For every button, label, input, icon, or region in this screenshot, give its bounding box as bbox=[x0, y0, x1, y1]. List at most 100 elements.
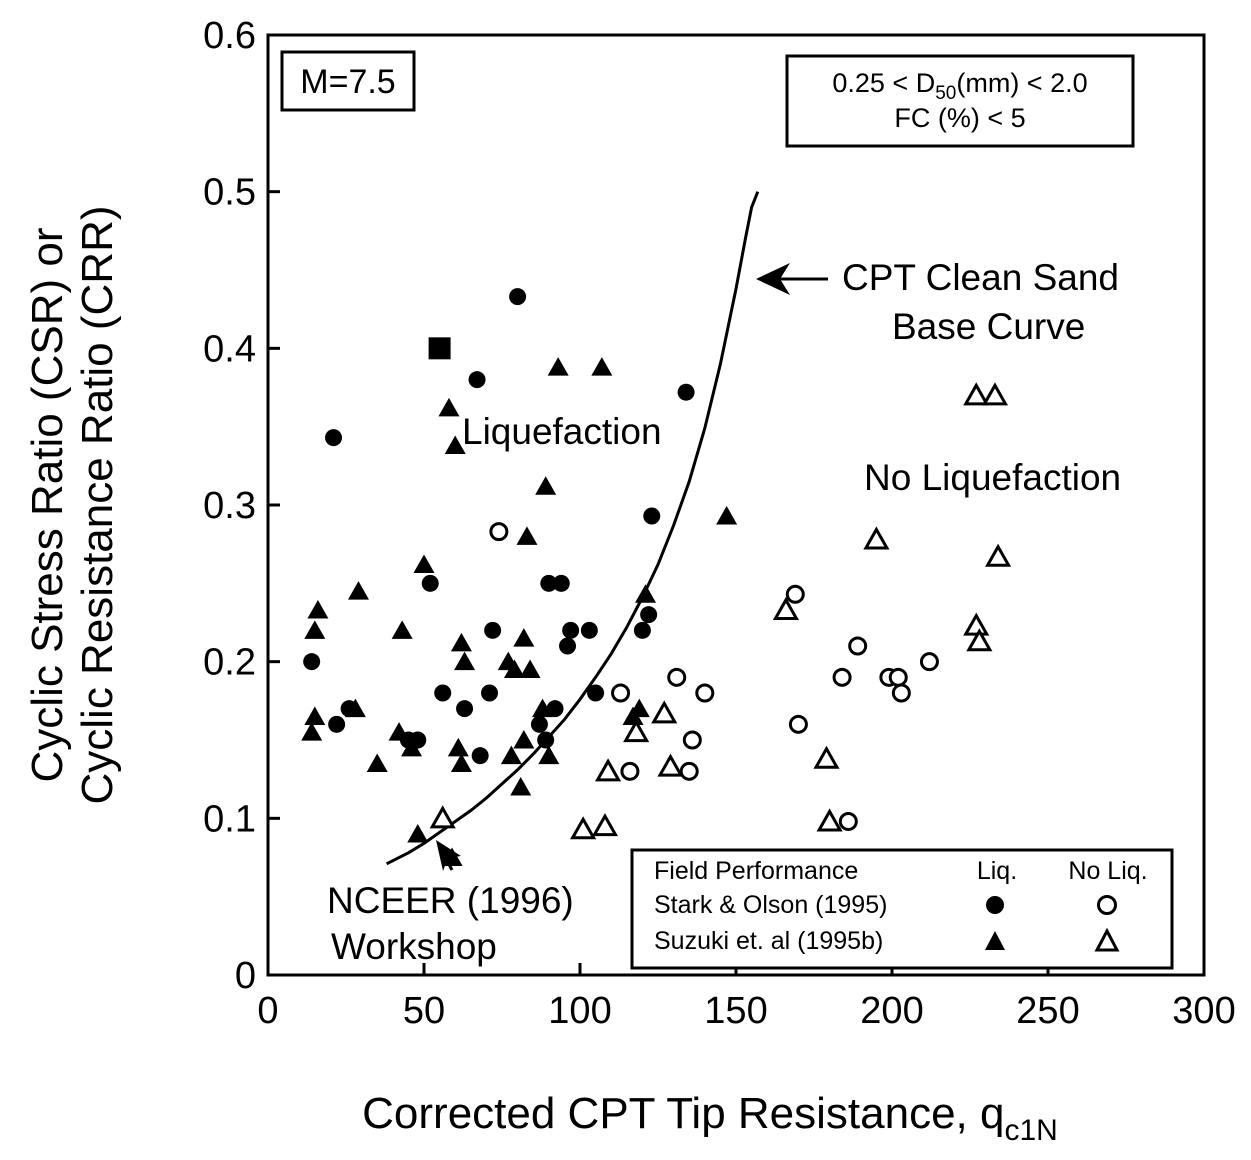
marker-liq-stark-olson bbox=[456, 700, 474, 718]
condition-box bbox=[785, 54, 1135, 148]
legend-col-noliq: No Liq. bbox=[1068, 857, 1147, 885]
marker-noliq-suzuki bbox=[813, 745, 840, 769]
y-axis-ticks: 0 0.1 0.2 0.3 0.4 0.5 0.6 bbox=[203, 15, 280, 997]
condition-line1-post: (mm) < 2.0 bbox=[956, 68, 1087, 98]
y-axis-title: Cyclic Stress Ratio (CSR) or Cyclic Resi… bbox=[23, 205, 122, 804]
marker-liq-stark-olson bbox=[633, 621, 651, 639]
marker-liq-suzuki bbox=[516, 526, 538, 545]
marker-noliq-suzuki bbox=[651, 700, 678, 724]
marker-liq-stark-olson bbox=[421, 574, 439, 592]
marker-noliq-stark-olson bbox=[695, 683, 715, 703]
marker-liq-suzuki bbox=[304, 620, 326, 639]
marker-liq-stark-olson bbox=[643, 507, 661, 525]
marker-noliq-suzuki bbox=[963, 382, 990, 406]
marker-noliq-stark-olson bbox=[888, 667, 908, 687]
legend-title: Field Performance bbox=[654, 857, 858, 885]
marker-noliq-suzuki bbox=[816, 808, 843, 832]
marker-noliq-stark-olson bbox=[788, 714, 808, 734]
marker-liq-suzuki bbox=[454, 651, 476, 671]
marker-liq-suzuki bbox=[301, 722, 323, 741]
legend-marker-filled-triangle bbox=[985, 931, 1005, 950]
marker-noliq-stark-olson bbox=[919, 652, 939, 672]
x-axis-ticks: 0 50 100 150 200 250 300 bbox=[257, 963, 1236, 1032]
magnitude-label: M=7.5 bbox=[300, 63, 395, 101]
marker-noliq-stark-olson bbox=[682, 730, 702, 750]
marker-liq-stark-olson bbox=[509, 288, 527, 306]
marker-liq-suzuki bbox=[513, 730, 535, 749]
marker-liq-stark-olson bbox=[580, 621, 598, 639]
marker-liq-suzuki bbox=[591, 357, 613, 376]
workshop-arrow-head bbox=[436, 840, 461, 871]
marker-liq-suzuki bbox=[510, 777, 532, 796]
marker-liq-stark-olson bbox=[325, 429, 343, 447]
workshop-label-line2: Workshop bbox=[331, 926, 497, 967]
x-axis-title-sub: c1N bbox=[1004, 1114, 1057, 1147]
legend-row-suzuki: Suzuki et. al (1995b) bbox=[654, 927, 883, 955]
marker-liq-stark-olson bbox=[328, 715, 346, 733]
marker-liq-suzuki bbox=[635, 584, 657, 603]
x-tick-label: 250 bbox=[1016, 990, 1079, 1032]
marker-liq-stark-olson bbox=[640, 606, 658, 624]
marker-noliq-suzuki bbox=[966, 628, 993, 652]
condition-line1-sub: 50 bbox=[935, 83, 956, 104]
marker-liq-stark-olson bbox=[546, 700, 564, 718]
marker-liq-stark-olson bbox=[434, 684, 452, 702]
marker-liq-stark-olson bbox=[562, 621, 580, 639]
x-axis-title: Corrected CPT Tip Resistance, qc1N bbox=[362, 1089, 1058, 1147]
marker-liq-suzuki bbox=[500, 745, 522, 765]
condition-line2: FC (%) < 5 bbox=[894, 103, 1025, 133]
legend-marker-filled-circle bbox=[986, 896, 1004, 914]
marker-liq-suzuki bbox=[438, 397, 460, 417]
marker-noliq-stark-olson bbox=[891, 683, 911, 703]
marker-liq-suzuki bbox=[347, 581, 369, 600]
marker-noliq-suzuki bbox=[985, 543, 1012, 567]
marker-liq-suzuki bbox=[388, 722, 410, 741]
marker-liq-suzuki bbox=[450, 753, 472, 772]
x-tick-label: 50 bbox=[403, 990, 445, 1032]
legend-row-stark: Stark & Olson (1995) bbox=[654, 891, 887, 919]
legend: Field Performance Liq. No Liq. Stark & O… bbox=[630, 848, 1174, 970]
marker-liq-suzuki bbox=[503, 659, 525, 678]
marker-liq-stark-olson bbox=[587, 684, 605, 702]
legend-box bbox=[630, 848, 1174, 970]
y-tick-label: 0.4 bbox=[203, 328, 256, 370]
x-tick-label: 100 bbox=[548, 990, 611, 1032]
marker-liq-suzuki bbox=[366, 753, 388, 772]
legend-marker-open-circle bbox=[1097, 895, 1117, 915]
marker-noliq-stark-olson bbox=[679, 761, 699, 781]
y-tick-label: 0.5 bbox=[203, 172, 256, 214]
condition-line1: 0.25 < D50(mm) < 2.0 bbox=[832, 68, 1087, 104]
no-liquefaction-label: No Liquefaction bbox=[864, 457, 1121, 498]
marker-liq-stark-olson bbox=[677, 383, 695, 401]
marker-noliq-suzuki bbox=[772, 596, 799, 620]
marker-noliq-stark-olson bbox=[848, 636, 868, 656]
marker-liq-suzuki bbox=[304, 706, 326, 725]
marker-liq-stark-olson bbox=[540, 574, 558, 592]
marker-liq-suzuki bbox=[628, 698, 650, 718]
marker-liq-stark-olson bbox=[559, 637, 577, 655]
marker-liq-suzuki bbox=[444, 435, 466, 454]
marker-liq-suzuki bbox=[391, 620, 413, 639]
liquefaction-label: Liquefaction bbox=[462, 411, 662, 452]
y-tick-label: 0 bbox=[235, 955, 256, 997]
marker-liq-stark-olson bbox=[303, 653, 321, 671]
x-tick-label: 200 bbox=[860, 990, 923, 1032]
cpt-base-curve bbox=[385, 191, 760, 866]
y-tick-label: 0.3 bbox=[203, 485, 256, 527]
marker-liq-suzuki bbox=[716, 505, 738, 525]
marker-liq-suzuki bbox=[450, 632, 472, 652]
marker-liq-suzuki bbox=[344, 698, 366, 718]
y-tick-label: 0.1 bbox=[203, 798, 256, 840]
marker-liq-suzuki bbox=[513, 628, 535, 647]
marker-noliq-suzuki bbox=[863, 526, 890, 550]
x-axis-title-main: Corrected CPT Tip Resistance, q bbox=[362, 1089, 1004, 1138]
curve-arrow-head bbox=[756, 263, 790, 295]
marker-liq-stark-olson bbox=[552, 574, 570, 592]
marker-liq-suzuki bbox=[447, 737, 469, 757]
marker-noliq-suzuki bbox=[570, 816, 597, 840]
marker-noliq-stark-olson bbox=[489, 522, 509, 542]
plot-frame bbox=[266, 33, 1206, 977]
marker-liq-suzuki bbox=[307, 599, 329, 619]
y-tick-label: 0.2 bbox=[203, 642, 256, 684]
